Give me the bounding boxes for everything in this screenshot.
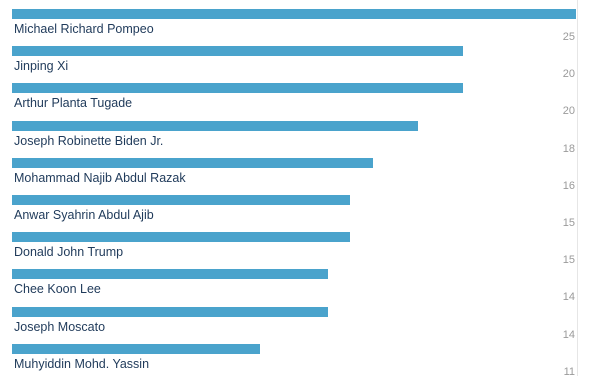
bar-row: Mohammad Najib Abdul Razak 16	[0, 157, 589, 195]
bar	[12, 195, 351, 205]
bar-row: Joseph Moscato 14	[0, 306, 589, 344]
bar	[12, 306, 328, 317]
bar	[12, 83, 464, 94]
bar-label: Michael Richard Pompeo	[14, 22, 154, 36]
bar-label: Muhyiddin Mohd. Yassin	[14, 356, 150, 371]
bar-value-label: 16	[562, 179, 575, 192]
bar-label: Donald John Trump	[14, 245, 124, 260]
bar-row: Arthur Planta Tugade 20	[0, 83, 589, 120]
bar	[12, 46, 464, 57]
bar	[12, 343, 261, 354]
bar-label: Joseph Robinette Biden Jr.	[14, 133, 164, 148]
bar	[12, 157, 373, 168]
bar-row: Anwar Syahrin Abdul Ajib 15	[0, 195, 589, 232]
bar-row: Jinping Xi 20	[0, 46, 589, 83]
bar-row: Donald John Trump 15	[0, 232, 589, 269]
bar-label: Arthur Planta Tugade	[14, 96, 133, 111]
bar-row: Chee Koon Lee 14	[0, 269, 589, 306]
bar-label: Jinping Xi	[14, 59, 69, 74]
bar-value-label: 18	[562, 142, 575, 155]
bar-value-label: 14	[562, 328, 575, 341]
bar-label: Chee Koon Lee	[14, 282, 101, 297]
bar-value-label: 20	[562, 105, 575, 118]
bar-row: Muhyiddin Mohd. Yassin 11	[0, 343, 589, 381]
bar-label: Anwar Syahrin Abdul Ajib	[14, 208, 154, 222]
bar-value-label: 20	[562, 68, 575, 81]
bar-row: Michael Richard Pompeo 25	[0, 9, 589, 46]
bar	[12, 232, 351, 243]
bar-value-label: 15	[562, 217, 575, 229]
bar-value-label: 14	[562, 291, 575, 304]
bar-label: Mohammad Najib Abdul Razak	[14, 170, 186, 185]
bar-value-label: 25	[562, 31, 575, 43]
bar	[12, 9, 576, 19]
bar-row: Joseph Robinette Biden Jr. 18	[0, 120, 589, 158]
bar-value-label: 11	[563, 365, 575, 378]
bar	[12, 120, 419, 131]
bar-value-label: 15	[562, 254, 575, 267]
right-axis-line	[577, 0, 578, 376]
bar	[12, 269, 328, 280]
bar-label: Joseph Moscato	[14, 319, 106, 334]
